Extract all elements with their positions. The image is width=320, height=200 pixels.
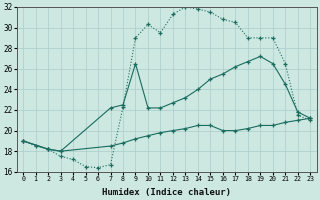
- X-axis label: Humidex (Indice chaleur): Humidex (Indice chaleur): [102, 188, 231, 197]
